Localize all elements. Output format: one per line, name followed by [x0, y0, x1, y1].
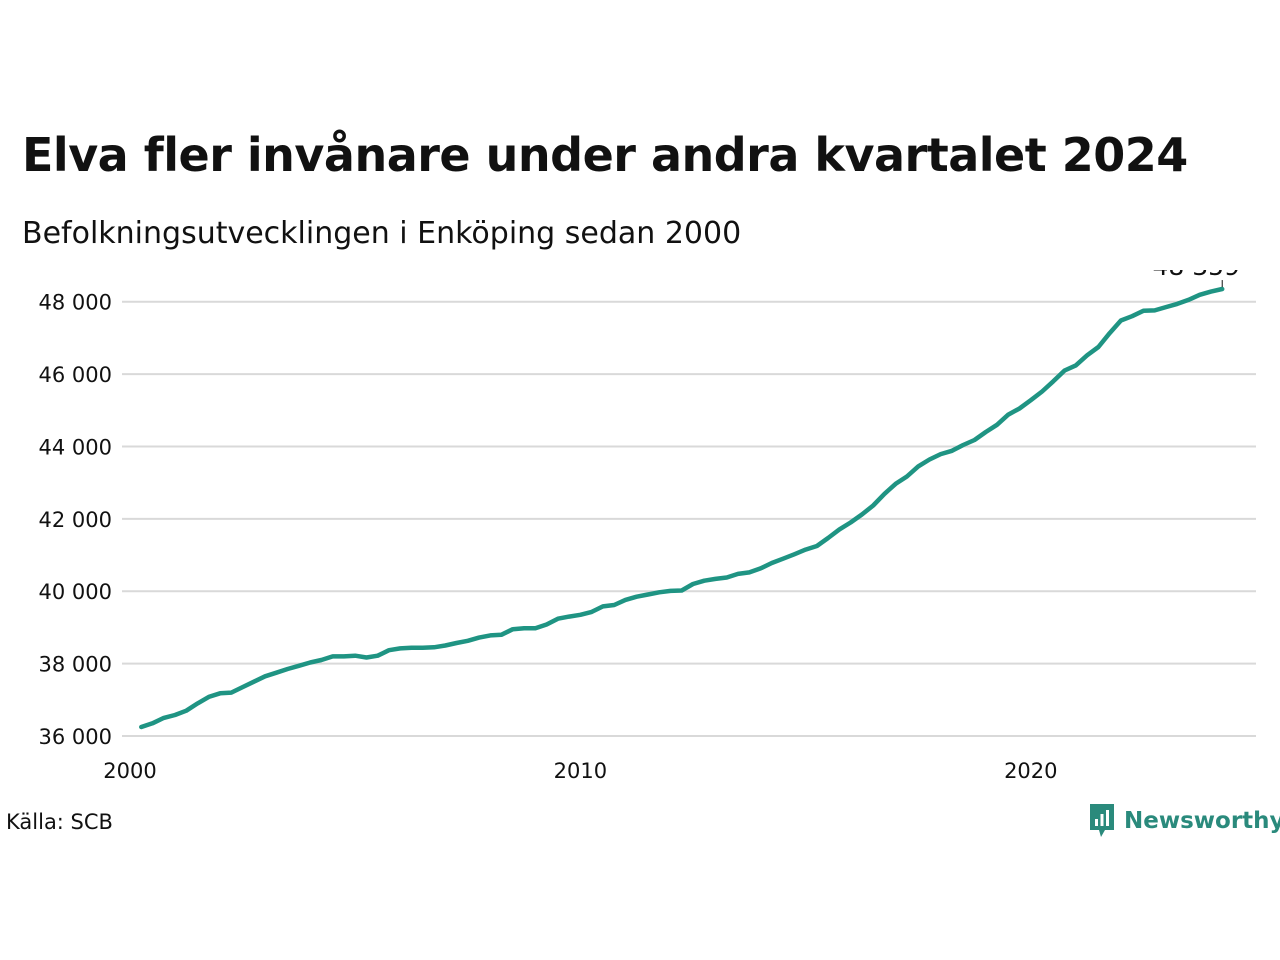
y-tick-label: 46 000	[39, 363, 112, 387]
x-tick-label: 2000	[103, 759, 156, 783]
end-value-label: 48 359	[1152, 270, 1239, 281]
y-tick-label: 44 000	[39, 435, 112, 459]
y-tick-label: 36 000	[39, 725, 112, 749]
brand-logo-group: Newsworthy	[1088, 802, 1280, 840]
source-note: Källa: SCB	[6, 810, 113, 834]
brand-name: Newsworthy	[1124, 808, 1280, 834]
grid-lines	[122, 300, 1256, 737]
population-line	[139, 286, 1225, 730]
y-tick-label: 38 000	[39, 653, 112, 677]
x-tick-label: 2010	[554, 759, 607, 783]
y-axis-ticks: 36 000 38 000 40 000 42 000 44 000 46 000 48 0…	[39, 291, 112, 749]
y-tick-label: 40 000	[39, 580, 112, 604]
line-chart: 36 000 38 000 40 000 42 000 44 000 46 000 48 0…	[39, 270, 1256, 783]
x-axis-ticks: 2000 2010 2020	[103, 759, 1057, 783]
x-tick-label: 2020	[1004, 759, 1057, 783]
chart-subtitle: Befolkningsutvecklingen i Enköping sedan…	[22, 216, 742, 251]
y-tick-label: 42 000	[39, 508, 112, 532]
bar-chart-speech-bubble-icon	[1090, 804, 1114, 837]
chart-title: Elva fler invånare under andra kvartalet…	[22, 128, 1188, 182]
y-tick-label: 48 000	[39, 291, 112, 315]
